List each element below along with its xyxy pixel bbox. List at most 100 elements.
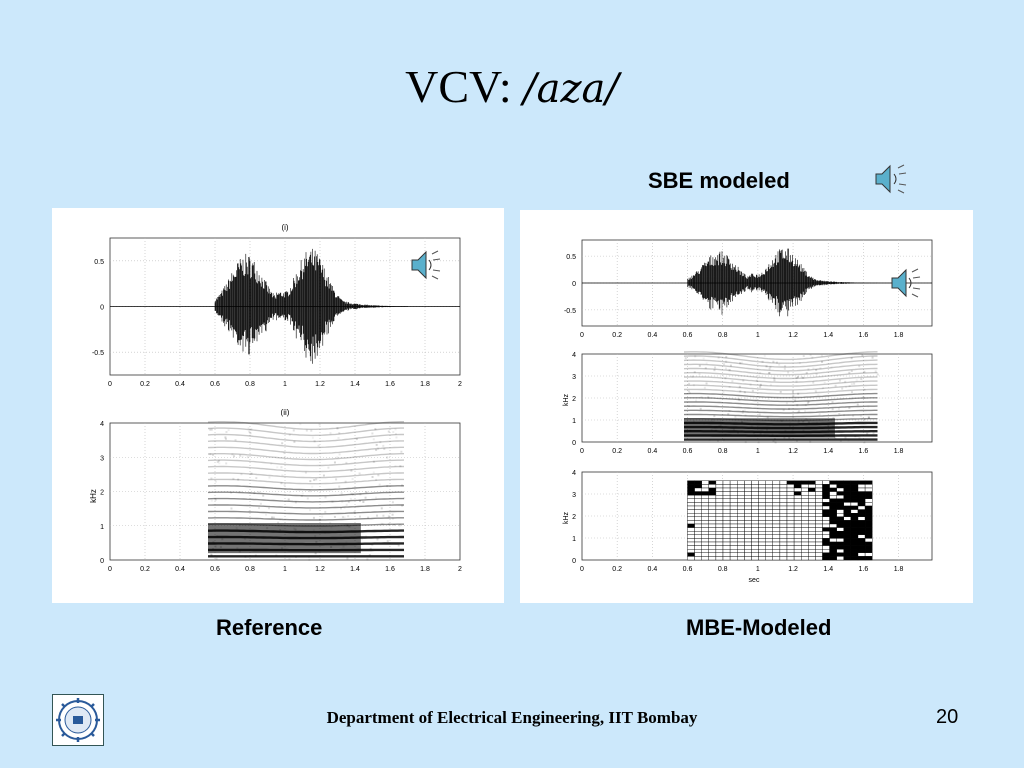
xtick-label: 1.6 [385,381,395,388]
ytick-label: 3 [100,455,104,462]
waveform-trace [582,248,932,317]
ytick-label: 0 [100,558,104,565]
wave-title: (i) [281,223,288,232]
ytick-label: 0 [572,440,576,447]
xtick-label: 1.4 [823,448,833,455]
title-prefix: VCV: [405,61,524,112]
waveform-yticks: 0.5 0 -0.5 [564,254,576,315]
xtick-label: 1.6 [385,566,395,573]
ytick-label: -0.5 [92,350,104,357]
xtick-label: 0.2 [612,448,622,455]
xtick-label: 0.4 [647,566,657,573]
xtick-label: 0.4 [175,381,185,388]
xtick-label: 1.8 [894,332,904,339]
title-ipa: /aza/ [523,66,619,112]
xtick-label: 0.6 [683,566,693,573]
mbe-decision-grid [687,480,873,561]
xtick-label: 0.4 [647,332,657,339]
xtick-label: 1.2 [788,332,798,339]
ytick-label: 0 [100,305,104,312]
waveform-yticks: 0.5 0 -0.5 [92,259,104,357]
xtick-label: 2 [458,566,462,573]
xtick-label: 1 [756,566,760,573]
mbe-yticks: 4 3 2 1 0 [572,470,576,565]
ytick-label: 1 [572,536,576,543]
ytick-label: 2 [572,514,576,521]
ytick-label: 2 [572,396,576,403]
xtick-label: 1 [756,332,760,339]
xtick-label: 1.6 [859,566,869,573]
xtick-label: 0 [108,381,112,388]
spectrogram-image [207,421,406,561]
spec-title: (ii) [281,408,290,417]
xtick-label: 0.2 [612,566,622,573]
xtick-label: 0.2 [140,566,150,573]
xtick-label: 0.6 [683,448,693,455]
xtick-label: 0 [108,566,112,573]
ytick-label: 0.5 [566,254,576,261]
xtick-label: 1 [756,448,760,455]
spectrogram-image [683,351,879,444]
spec-ylabel: kHz [89,489,98,503]
ytick-label: 4 [572,352,576,359]
slide-title: VCV: /aza/ [0,60,1024,113]
speaker-icon[interactable] [891,268,921,298]
ytick-label: 1 [100,524,104,531]
mbe-xticks: 0 0.2 0.4 0.6 0.8 1 1.2 1.4 1.6 1.8 [580,566,904,573]
xtick-label: 1.4 [823,566,833,573]
xtick-label: 2 [458,381,462,388]
spectrogram-xticks: 0 0.2 0.4 0.6 0.8 1 1.2 1.4 1.6 1.8 2 [108,566,462,573]
xtick-label: 0.2 [140,381,150,388]
xtick-label: 0 [580,448,584,455]
reference-caption: Reference [216,615,323,640]
ytick-label: 0 [572,281,576,288]
xtick-label: 1.4 [350,381,360,388]
mbe-xlabel: sec [749,577,760,584]
ytick-label: 1 [572,418,576,425]
xtick-label: 1 [283,566,287,573]
xtick-label: 1.8 [894,566,904,573]
mbe-ylabel: kHz [563,511,570,524]
mbe-caption: MBE-Modeled [686,615,832,640]
reference-figure: (i) 0.5 0 -0.5 0 0.2 0.4 0.6 0.8 1 1.2 1.4 1.6 1.8 2… [89,223,462,573]
xtick-label: 1.2 [315,381,325,388]
ytick-label: 4 [100,421,104,428]
spectrogram-yticks: 4 3 2 1 0 [100,421,104,565]
xtick-label: 0.6 [210,566,220,573]
xtick-label: 0.4 [175,566,185,573]
speaker-icon-shape [875,164,907,194]
xtick-label: 0.8 [718,448,728,455]
xtick-label: 0.8 [718,332,728,339]
speaker-icon[interactable] [870,162,910,196]
ytick-label: 3 [572,492,576,499]
ytick-label: 3 [572,374,576,381]
footer-department: Department of Electrical Engineering, II… [326,708,698,727]
iit-bombay-logo [52,694,104,746]
xtick-label: 1.4 [350,566,360,573]
waveform-xticks: 0 0.2 0.4 0.6 0.8 1 1.2 1.4 1.6 1.8 [580,332,904,339]
xtick-label: 0 [580,332,584,339]
xtick-label: 0.8 [718,566,728,573]
ytick-label: 2 [100,490,104,497]
xtick-label: 1 [283,381,287,388]
xtick-label: 1.8 [420,381,430,388]
page-number: 20 [936,706,959,728]
xtick-label: 1.2 [315,566,325,573]
xtick-label: 1.6 [859,332,869,339]
xtick-label: 1.8 [894,448,904,455]
xtick-label: 0 [580,566,584,573]
ytick-label: 0 [572,558,576,565]
ytick-label: 4 [572,470,576,477]
speaker-icon[interactable] [411,250,441,280]
spectrogram-xticks: 0 0.2 0.4 0.6 0.8 1 1.2 1.4 1.6 1.8 [580,448,904,455]
xtick-label: 1.2 [788,566,798,573]
xtick-label: 1.6 [859,448,869,455]
xtick-label: 0.2 [612,332,622,339]
spectrogram-yticks: 4 3 2 1 0 [572,352,576,447]
xtick-label: 1.2 [788,448,798,455]
waveform-trace [110,248,460,364]
xtick-label: 0.8 [245,566,255,573]
xtick-label: 0.6 [683,332,693,339]
waveform-xticks: 0 0.2 0.4 0.6 0.8 1 1.2 1.4 1.6 1.8 2 [108,381,462,388]
spec-ylabel: kHz [563,393,570,406]
